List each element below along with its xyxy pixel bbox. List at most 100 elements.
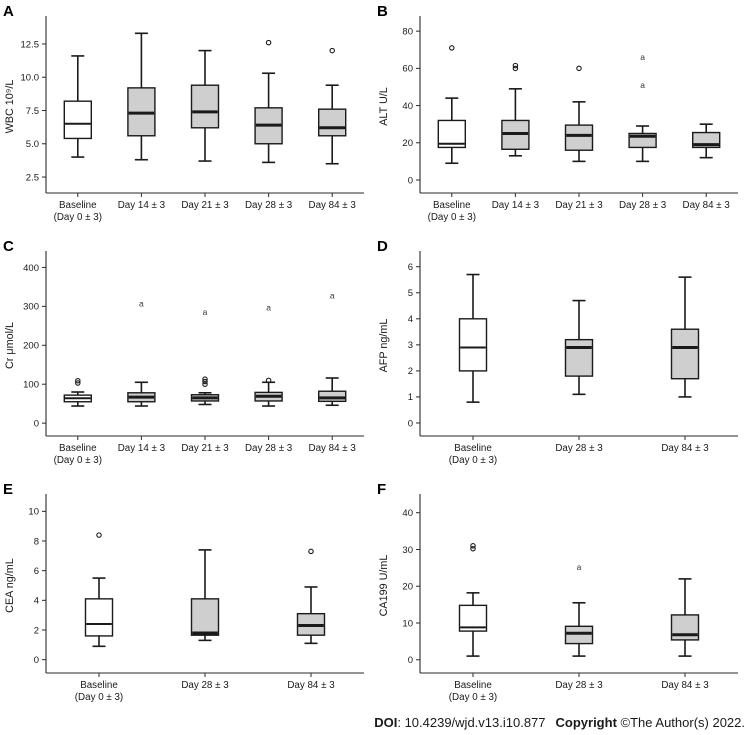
- y-tick-label: 4: [34, 596, 39, 607]
- boxplot-B-3: aa: [628, 52, 657, 163]
- boxplot-E-1: [190, 549, 220, 642]
- boxplot-C-1: a: [127, 298, 156, 407]
- y-tick-label: 0: [408, 175, 413, 186]
- panel-letter-C: C: [3, 238, 14, 255]
- y-tick-label: 300: [23, 302, 39, 313]
- outlier-circle-marker: [75, 377, 81, 384]
- x-category-label: Day 28 ± 3: [181, 680, 229, 691]
- panel-letter-E: E: [3, 481, 13, 498]
- outlier-a-marker: a: [640, 80, 645, 90]
- x-category-label: Baseline: [80, 680, 118, 691]
- y-tick-label: 2.5: [26, 172, 39, 183]
- y-tick-label: 0: [34, 655, 39, 666]
- boxplot-C-2: a: [190, 307, 220, 406]
- boxplot-B-1: [501, 62, 530, 157]
- y-tick-label: 20: [402, 582, 413, 593]
- outlier-a-marker: a: [330, 290, 335, 300]
- y-tick-label: 1: [408, 392, 413, 403]
- panel-B-alt-boxplot: B 0 20 40 60 80 ALT U/L Baseline(Day 0 ± 3) Day …: [377, 3, 738, 223]
- y-tick-label: 6: [408, 262, 413, 273]
- box-iqr: [564, 625, 594, 645]
- figure-footer: DOI: 10.4239/wjd.v13.i10.877 Copyright ©T…: [374, 715, 745, 730]
- x-category-label: Day 28 ± 3: [245, 200, 293, 211]
- y-tick-label: 0: [408, 655, 413, 666]
- copyright-label: Copyright: [555, 715, 617, 730]
- y-tick-label: 30: [402, 545, 413, 556]
- box-iqr: [318, 108, 347, 137]
- x-category-label: Day 14 ± 3: [492, 200, 540, 211]
- y-tick-label: 4: [408, 314, 413, 325]
- x-category-label: (Day 0 ± 3): [449, 692, 497, 703]
- box-iqr: [84, 598, 114, 637]
- x-category-label: Day 14 ± 3: [118, 200, 166, 211]
- box-iqr: [63, 100, 93, 140]
- boxplot-A-2: [190, 49, 220, 162]
- outlier-circle-marker: [265, 39, 272, 46]
- boxplot-A-4: [318, 47, 347, 165]
- x-category-label: Day 21 ± 3: [181, 200, 229, 211]
- x-category-label: Day 21 ± 3: [555, 200, 603, 211]
- boxplot-B-0: [437, 45, 467, 165]
- x-category-label: Day 84 ± 3: [309, 443, 357, 454]
- y-tick-label: 400: [23, 263, 39, 274]
- boxplot-D-2: [670, 276, 700, 398]
- x-category-label: Baseline: [433, 200, 471, 211]
- x-category-label: (Day 0 ± 3): [428, 212, 476, 223]
- y-tick-label: 60: [402, 64, 413, 75]
- outlier-circle-marker: [96, 532, 102, 538]
- y-tick-label: 20: [402, 138, 413, 149]
- outlier-circle-marker: [202, 376, 208, 382]
- y-tick-label: 10: [402, 618, 413, 629]
- outlier-circle-marker: [265, 377, 272, 384]
- y-axis-title: CA199 U/mL: [378, 555, 390, 617]
- boxplot-C-3: a: [254, 303, 283, 407]
- outlier-circle-marker: [202, 381, 208, 387]
- outlier-a-marker: a: [266, 303, 271, 313]
- y-tick-label: 0: [34, 418, 39, 429]
- box-iqr: [670, 328, 700, 380]
- boxplot-C-4: a: [318, 290, 347, 407]
- y-tick-label: 10.0: [21, 73, 40, 84]
- copyright-value: ©The Author(s) 2022.: [616, 715, 745, 730]
- outlier-circle-marker: [512, 65, 519, 72]
- y-axis-title: AFP ng/mL: [378, 319, 390, 373]
- outlier-circle-marker: [308, 548, 314, 555]
- y-tick-label: 2: [408, 366, 413, 377]
- x-category-label: Day 28 ± 3: [555, 443, 603, 454]
- y-tick-label: 3: [408, 340, 413, 351]
- x-category-label: Baseline: [454, 443, 492, 454]
- boxplot-F-0: [458, 543, 488, 657]
- boxplot-E-2: [296, 548, 326, 645]
- panel-letter-D: D: [377, 238, 388, 255]
- y-axis-title: ALT U/L: [378, 87, 390, 126]
- y-tick-label: 200: [23, 341, 39, 352]
- y-axis-title: CEA ng/mL: [4, 558, 16, 613]
- doi-label: DOI: [374, 715, 398, 730]
- y-tick-label: 40: [402, 101, 413, 112]
- x-category-label: Day 84 ± 3: [661, 443, 709, 454]
- panel-D-afp-boxplot: D 0 1 2 3 4 5 6 AFP ng/mL Baseline(Day 0 ± 3) Day …: [377, 238, 738, 466]
- x-category-label: Day 14 ± 3: [118, 443, 166, 454]
- figure-panels-grid: A 2.5 5.0 7.5 10.0 12.5 WBC 10⁹/L Baseline (Day …: [3, 3, 738, 703]
- y-tick-label: 100: [23, 380, 39, 391]
- boxplot-A-3: [254, 39, 283, 164]
- x-category-label: Day 84 ± 3: [661, 680, 709, 691]
- outlier-a-marker: a: [577, 562, 582, 572]
- outlier-circle-marker: [202, 378, 208, 385]
- outlier-circle-marker: [329, 47, 335, 54]
- box-iqr: [458, 318, 488, 372]
- x-category-label: Baseline: [59, 200, 97, 211]
- y-tick-label: 80: [402, 26, 413, 37]
- boxplot-A-0: [63, 55, 93, 158]
- y-tick-label: 0: [408, 418, 413, 429]
- x-category-label: Day 84 ± 3: [309, 200, 357, 211]
- boxplot-F-1: a: [564, 562, 594, 657]
- x-category-label: Day 28 ± 3: [619, 200, 667, 211]
- y-tick-label: 2: [34, 625, 39, 636]
- y-tick-label: 40: [402, 508, 413, 519]
- box-iqr: [318, 390, 347, 403]
- outlier-circle-marker: [75, 380, 81, 386]
- y-tick-label: 10: [28, 507, 39, 518]
- y-tick-label: 7.5: [26, 106, 39, 117]
- panel-letter-F: F: [377, 481, 386, 498]
